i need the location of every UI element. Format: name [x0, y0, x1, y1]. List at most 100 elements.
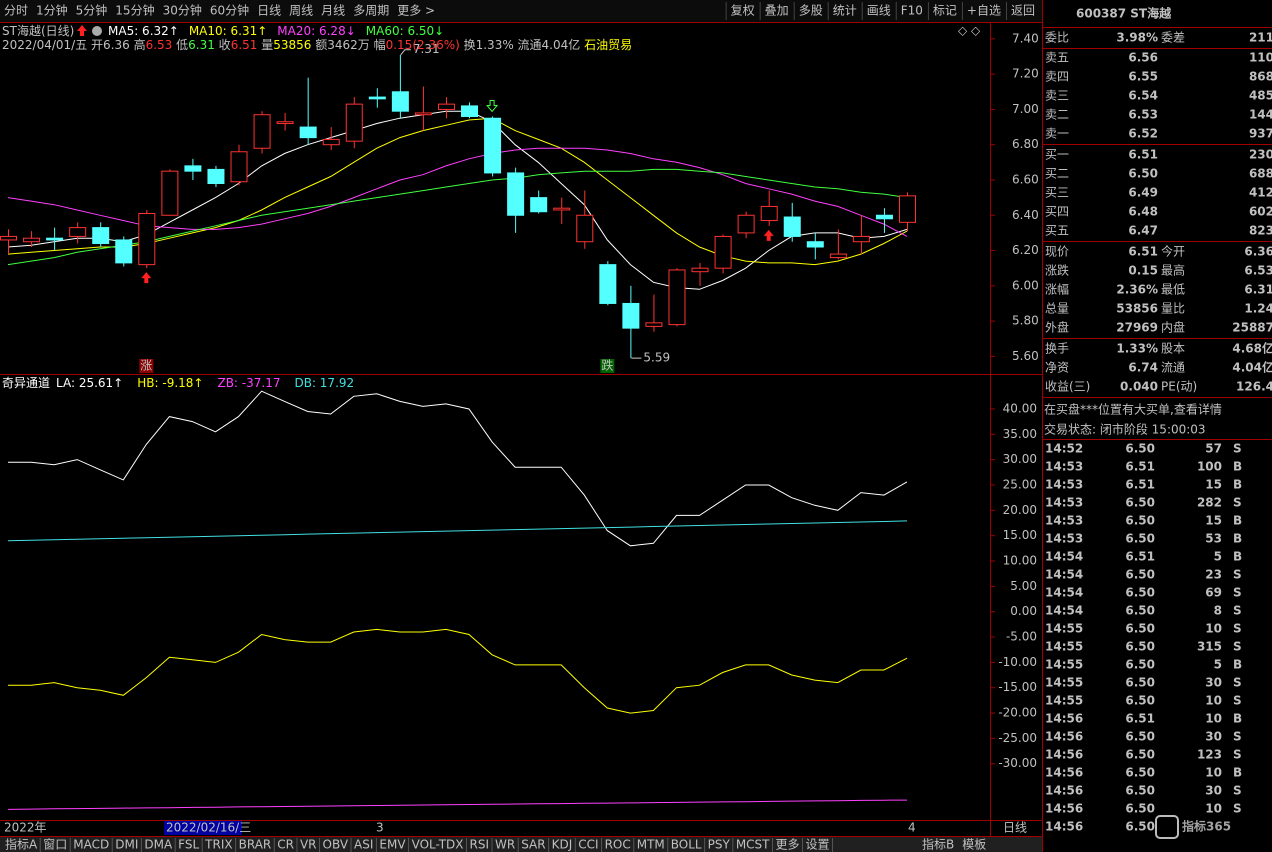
- tab[interactable]: MTM: [637, 838, 665, 852]
- quote-label: 涨跌: [1045, 263, 1069, 278]
- y-tick-label: 5.60: [1012, 349, 1039, 363]
- trade-side: B: [1233, 550, 1242, 564]
- trade-time: 14:53: [1045, 460, 1083, 474]
- trade-price: 6.50: [1125, 694, 1155, 708]
- tab[interactable]: VOL-TDX: [412, 838, 464, 852]
- candle-body: [829, 253, 847, 259]
- tab[interactable]: ROC: [605, 838, 631, 852]
- tab[interactable]: SAR: [521, 838, 545, 852]
- low-annotation: 5.59: [643, 351, 670, 365]
- trade-volume: 30: [1205, 784, 1222, 798]
- tab[interactable]: 模板: [962, 838, 986, 852]
- tab[interactable]: RSI: [470, 838, 490, 852]
- toolbar-button[interactable]: 日线: [257, 4, 281, 18]
- toolbar-button[interactable]: 多周期: [353, 4, 389, 18]
- tab[interactable]: CCI: [578, 838, 598, 852]
- tab[interactable]: 指标B: [922, 837, 954, 852]
- tab[interactable]: OBV: [323, 838, 349, 852]
- date-cursor: 2022/02/16/三: [166, 821, 251, 835]
- tab[interactable]: MACD: [73, 838, 109, 852]
- trade-side: S: [1233, 622, 1242, 636]
- tab[interactable]: KDJ: [552, 838, 573, 852]
- tab[interactable]: CR: [277, 838, 294, 852]
- trade-volume: 53: [1205, 532, 1222, 546]
- tab[interactable]: ASI: [354, 838, 373, 852]
- title-icon: [77, 25, 87, 36]
- y-tick-label: 25.00: [1003, 477, 1037, 491]
- tab[interactable]: DMI: [115, 838, 138, 852]
- toolbar-button[interactable]: 叠加: [765, 4, 789, 18]
- trade-volume: 23: [1205, 568, 1222, 582]
- date-label: 3: [376, 821, 384, 835]
- candle-body: [553, 207, 571, 211]
- trade-time: 14:55: [1045, 622, 1083, 636]
- toolbar-button[interactable]: 复权: [731, 4, 755, 18]
- notice[interactable]: 在买盘***位置有大买单,查看详情: [1044, 402, 1222, 417]
- book-price: 6.54: [1128, 89, 1158, 103]
- trade-price: 6.50: [1125, 532, 1155, 546]
- tab[interactable]: PSY: [708, 838, 731, 852]
- ma-legend-item: MA60: 6.50↓: [366, 24, 444, 38]
- book-price: 6.50: [1128, 167, 1158, 181]
- tab[interactable]: FSL: [178, 838, 199, 852]
- quote-label: 净资: [1045, 361, 1069, 375]
- indicator-line: [8, 628, 908, 714]
- candle-body: [0, 235, 17, 241]
- tab[interactable]: EMV: [379, 838, 406, 852]
- trade-time: 14:53: [1045, 514, 1083, 528]
- book-label: 买五: [1045, 224, 1069, 238]
- down-arrow: [486, 99, 499, 113]
- candle-body: [414, 112, 432, 116]
- toolbar-button[interactable]: 返回: [1011, 4, 1035, 18]
- tab[interactable]: 更多: [776, 838, 800, 852]
- trade-time: 14:54: [1045, 568, 1083, 582]
- tab[interactable]: MCST: [736, 838, 770, 852]
- y-tick-label: 7.20: [1012, 67, 1039, 81]
- y-tick-label: 6.20: [1012, 243, 1039, 257]
- quote-value: 1.24: [1244, 302, 1272, 316]
- book-volume: 937: [1249, 127, 1272, 141]
- tab[interactable]: 设置: [806, 838, 830, 852]
- candle-body: [391, 91, 409, 112]
- tab[interactable]: 指标A: [5, 837, 38, 852]
- book-volume: 412: [1249, 186, 1272, 200]
- tab[interactable]: BOLL: [671, 838, 702, 852]
- toolbar-button[interactable]: F10: [901, 4, 923, 18]
- candle-body: [115, 239, 133, 264]
- toolbar-button[interactable]: 标记: [933, 4, 957, 18]
- trade-volume: 15: [1205, 478, 1222, 492]
- trade-price: 6.50: [1125, 442, 1155, 456]
- toolbar-button[interactable]: 1分钟: [36, 3, 68, 18]
- toolbar-bg: [0, 0, 1042, 22]
- y-tick-label: -10.00: [998, 655, 1037, 669]
- trade-price: 6.50: [1125, 766, 1155, 780]
- ma-legend: MA5: 6.32↑ MA10: 6.31↑ MA20: 6.28↓ MA60: 6.…: [108, 24, 444, 38]
- tab[interactable]: WR: [495, 838, 515, 852]
- toolbar-button[interactable]: 更多 >: [397, 4, 435, 18]
- info-item: 开: [91, 38, 103, 52]
- toolbar-button[interactable]: 统计: [833, 4, 857, 18]
- tab[interactable]: TRIX: [204, 838, 232, 852]
- toolbar-button[interactable]: 30分钟: [163, 3, 202, 18]
- toolbar-button[interactable]: 画线: [867, 4, 891, 18]
- info-item: 额3462万 幅: [311, 37, 385, 52]
- toolbar-button[interactable]: 多股: [799, 4, 823, 18]
- tab[interactable]: VR: [300, 838, 317, 852]
- candle-body: [783, 216, 801, 237]
- candle-body: [507, 172, 525, 216]
- book-volume: 823: [1249, 224, 1272, 238]
- toolbar-button[interactable]: 分时: [4, 4, 28, 18]
- toolbar-button[interactable]: 周线: [289, 4, 313, 18]
- tab[interactable]: DMA: [144, 838, 173, 852]
- toolbar-button[interactable]: +自选: [967, 4, 1001, 18]
- tab[interactable]: BRAR: [239, 838, 272, 852]
- toolbar-button[interactable]: 5分钟: [76, 3, 108, 18]
- date-label: 4: [908, 821, 916, 835]
- toolbar-button[interactable]: 15分钟: [115, 3, 154, 18]
- date-label: 2022年: [4, 821, 47, 835]
- tab[interactable]: 窗口: [43, 838, 67, 852]
- y-tick-label: 20.00: [1003, 503, 1037, 517]
- trade-price: 6.50: [1125, 802, 1155, 816]
- toolbar-button[interactable]: 60分钟: [210, 3, 249, 18]
- toolbar-button[interactable]: 月线: [321, 4, 345, 18]
